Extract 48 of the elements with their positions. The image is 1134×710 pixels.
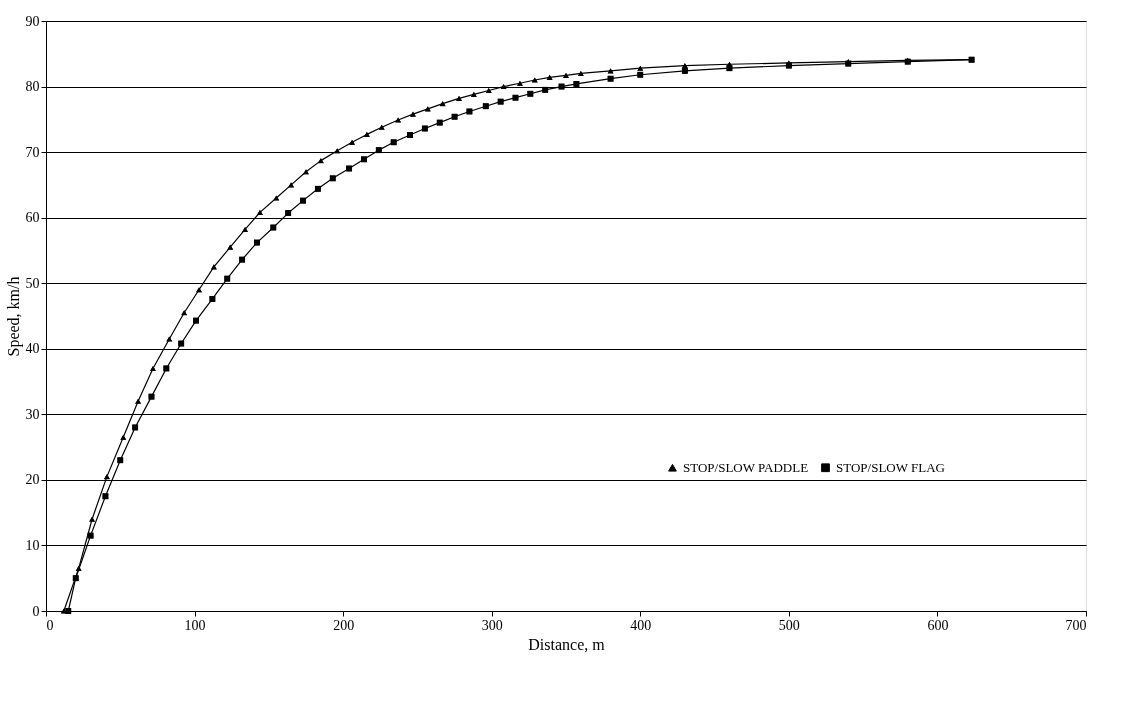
point xyxy=(512,94,519,101)
y-tick-label: 30 xyxy=(25,406,40,422)
y-tick-label: 50 xyxy=(25,275,40,291)
point xyxy=(410,111,416,117)
y-tick-label: 40 xyxy=(25,341,40,357)
point xyxy=(451,113,458,120)
x-axis-title: Distance, m xyxy=(528,635,606,653)
point xyxy=(196,287,202,293)
x-tick-label: 700 xyxy=(1065,617,1087,633)
point xyxy=(209,296,216,302)
point xyxy=(573,80,580,87)
point xyxy=(89,516,96,522)
point xyxy=(193,317,200,324)
y-tick-label: 0 xyxy=(32,603,40,619)
y-tick-label: 70 xyxy=(25,144,40,160)
x-tick-label: 200 xyxy=(333,617,355,633)
point xyxy=(607,68,614,74)
point xyxy=(407,132,413,139)
point xyxy=(607,75,614,82)
point xyxy=(558,83,565,90)
y-tick-label: 10 xyxy=(25,537,40,553)
point xyxy=(360,156,367,163)
legend-label: STOP/SLOW PADDLE xyxy=(683,459,809,475)
x-tick-label: 100 xyxy=(184,617,206,633)
x-tick-label: 300 xyxy=(481,617,503,633)
point xyxy=(300,197,306,204)
y-axis-title: Speed, km/h xyxy=(4,276,23,357)
x-tick-label: 0 xyxy=(46,617,54,633)
point xyxy=(466,108,473,115)
point xyxy=(148,393,155,400)
legend-label: STOP/SLOW FLAG xyxy=(836,459,945,475)
point xyxy=(254,239,260,246)
y-tick-label: 20 xyxy=(25,472,40,488)
y-tick-label: 80 xyxy=(25,79,40,95)
point xyxy=(303,169,309,175)
y-tick-label: 90 xyxy=(25,13,40,29)
point xyxy=(163,365,170,372)
point xyxy=(497,98,504,105)
y-tick-label: 60 xyxy=(25,210,40,226)
point xyxy=(166,336,173,342)
point xyxy=(87,532,94,539)
point xyxy=(516,80,523,86)
point xyxy=(349,139,356,145)
x-tick-label: 600 xyxy=(927,617,949,633)
point xyxy=(270,224,277,231)
point xyxy=(968,56,975,63)
x-tick-label: 500 xyxy=(778,617,800,633)
x-tick-label: 400 xyxy=(630,617,652,633)
